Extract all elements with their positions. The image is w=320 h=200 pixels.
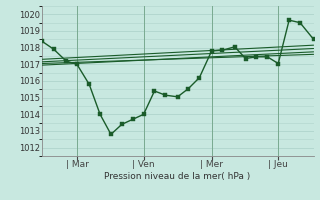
X-axis label: Pression niveau de la mer( hPa ): Pression niveau de la mer( hPa ) [104,172,251,181]
